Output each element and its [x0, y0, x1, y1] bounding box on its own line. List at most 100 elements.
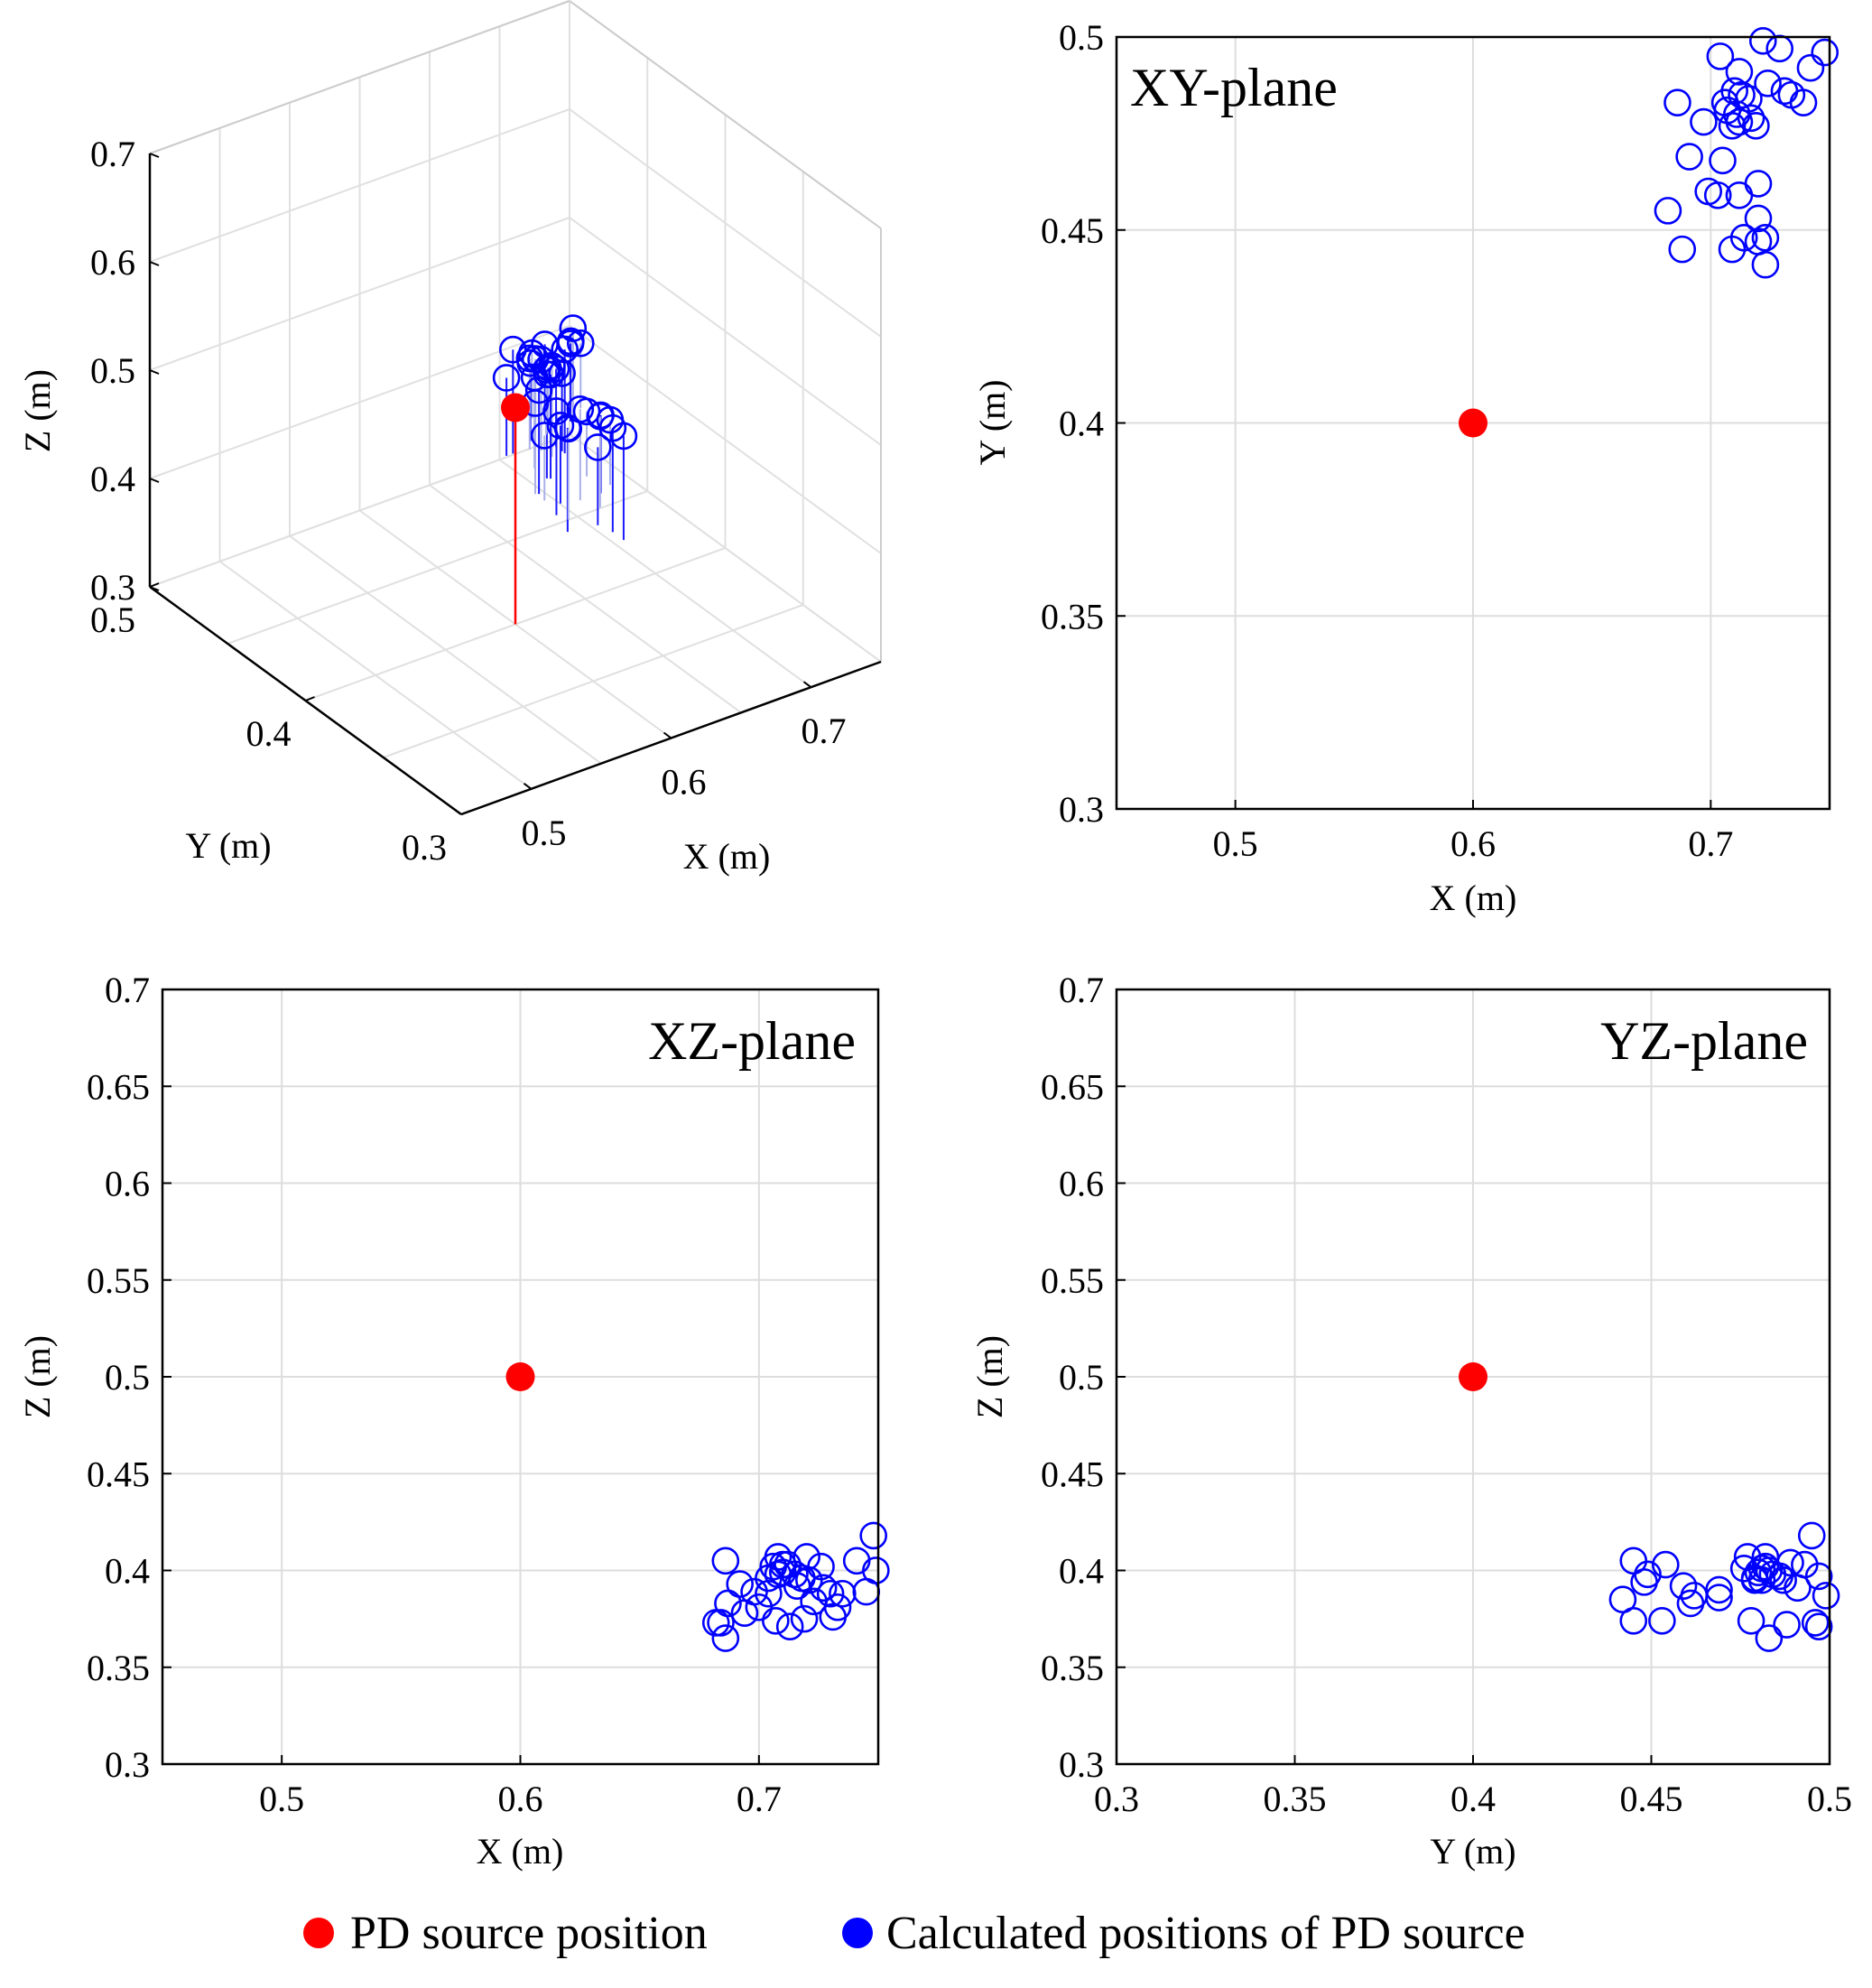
- xz-ytick-label-0: 0.3: [105, 1744, 150, 1785]
- xy-calc-point-12: [1690, 107, 1718, 136]
- box3d-edge-topback: [149, 0, 570, 154]
- xy-calc-point-6: [1796, 53, 1825, 82]
- xz-calc-point-35: [795, 1565, 823, 1594]
- xz-calc-point-22: [730, 1599, 759, 1627]
- grid3d-backwall-z-2: [149, 217, 570, 371]
- xz-xtick-label-2: 0.7: [737, 1779, 782, 1819]
- grid3d-sidewall-z-3: [569, 108, 882, 338]
- xz-ytick-label-6: 0.6: [105, 1164, 150, 1204]
- xy-calc-point-26: [1718, 235, 1747, 264]
- plane-title-xy: XY-plane: [1130, 58, 1338, 117]
- grid-3d: [148, 0, 882, 816]
- box3d-edge-topside: [569, 0, 882, 229]
- z3d-tick-label-4: 0.7: [90, 134, 135, 174]
- tick-labels-xz: 0.5 0.6 0.7 0.3 0.35 0.4 0.45 0.5 0.55 0.6 0.65 0.7: [87, 970, 782, 1819]
- grid-xz: [162, 989, 878, 1765]
- xy-calc-point-14: [1675, 143, 1703, 171]
- z3d-tick-label-2: 0.5: [90, 350, 135, 391]
- xy-xtick-label-2: 0.7: [1688, 823, 1733, 864]
- yz-ytick-label-8: 0.7: [1059, 970, 1104, 1010]
- yz-ytick-label-1: 0.35: [1041, 1648, 1104, 1688]
- xy-calc-point-24: [1751, 223, 1780, 252]
- calc3d-point-35: [609, 422, 638, 451]
- markers-xz: [505, 1362, 890, 1652]
- yz-calc-point-21: [1797, 1521, 1826, 1550]
- markers-3d: [492, 314, 638, 461]
- xz-calc-point-1: [726, 1570, 754, 1598]
- yz-calc-point-24: [1812, 1582, 1840, 1610]
- xz-calc-point-26: [711, 1624, 740, 1652]
- plot-3d: 0.50.60.70.30.40.50.30.40.50.60.7 X (m) …: [17, 0, 882, 877]
- xy-ytick-label-3: 0.45: [1041, 210, 1104, 251]
- yz-ytick-label-2: 0.4: [1059, 1551, 1104, 1592]
- axis3d-ztick-1: [149, 478, 160, 483]
- xy-calc-point-17: [1744, 170, 1773, 198]
- source3d-point: [501, 393, 530, 423]
- plot-xy-plane: 0.5 0.6 0.7 0.3 0.35 0.4 0.45 0.5 XY-plane X (m…: [972, 17, 1840, 918]
- xy-calc-point-13: [1663, 88, 1691, 116]
- xz-calc-point-9: [816, 1579, 845, 1608]
- y-axis-label-xy: Y (m): [972, 379, 1013, 465]
- xz-ytick-label-8: 0.7: [105, 970, 150, 1010]
- tick-labels-3d: 0.50.60.70.30.40.50.30.40.50.60.7: [90, 134, 847, 868]
- calc3d-point-18: [515, 344, 544, 373]
- axis3d-xtick-0: [523, 783, 533, 790]
- calc3d-point-32: [596, 405, 625, 434]
- x-axis-label-xy: X (m): [1430, 878, 1517, 918]
- xz-calc-point-21: [745, 1593, 774, 1621]
- yz-xtick-label-4: 0.5: [1807, 1779, 1852, 1819]
- xy-calc-point-8: [1770, 77, 1799, 106]
- yz-calc-point-10: [1705, 1575, 1733, 1604]
- axis3d-ytick-0: [460, 810, 471, 815]
- xz-calc-point-0: [711, 1547, 740, 1575]
- tick-labels-xy: 0.5 0.6 0.7 0.3 0.35 0.4 0.45 0.5: [1041, 17, 1733, 864]
- xz-ytick-label-3: 0.45: [87, 1454, 150, 1494]
- xy-calc-point-31: [1728, 80, 1756, 109]
- grid3d-floor-y-3: [227, 490, 648, 645]
- xz-source-point: [505, 1362, 535, 1391]
- xz-calc-point-12: [859, 1521, 888, 1550]
- xy-calc-point-5: [1811, 38, 1840, 67]
- xz-calc-point-14: [852, 1577, 881, 1606]
- yz-calc-point-11: [1705, 1584, 1733, 1612]
- axes-box-yz: [1115, 988, 1831, 1766]
- x-axis-label-xz: X (m): [477, 1831, 564, 1872]
- xy-calc-point-3: [1765, 34, 1793, 63]
- xz-calc-point-34: [768, 1558, 797, 1586]
- xz-calc-point-18: [775, 1612, 804, 1641]
- grid3d-backwall-z-3: [149, 108, 570, 263]
- grid3d-floor-y-1: [383, 604, 804, 758]
- plane-title-yz: YZ-plane: [1600, 1011, 1808, 1071]
- axes-box-xy: [1115, 35, 1831, 811]
- calc3d-point-9: [556, 330, 585, 358]
- axis3d-ztick-0: [149, 586, 160, 591]
- yz-calc-point-9: [1680, 1582, 1709, 1610]
- axis3d-ztick-4: [149, 153, 160, 158]
- tick-labels-yz: 0.3 0.35 0.4 0.45 0.5 0.3 0.35 0.4 0.45 0.5 0.55 0.…: [1041, 970, 1852, 1819]
- axis3d-ztick-3: [149, 261, 160, 266]
- axis3d-ytick-2: [149, 582, 160, 588]
- yz-xtick-label-1: 0.35: [1264, 1779, 1327, 1819]
- xy-calc-point-15: [1709, 146, 1737, 175]
- y3d-tick-label-1: 0.4: [246, 713, 292, 754]
- z3d-tick-label-3: 0.6: [90, 242, 135, 283]
- plot-yz-plane: 0.3 0.35 0.4 0.45 0.5 0.3 0.35 0.4 0.45 0.5 0.55 0.…: [969, 970, 1852, 1872]
- yz-calc-point-16: [1737, 1606, 1765, 1635]
- xz-calc-point-7: [792, 1543, 821, 1571]
- legend-source-label: PD source position: [350, 1908, 708, 1959]
- yz-xtick-label-2: 0.4: [1450, 1779, 1496, 1819]
- yz-source-point: [1459, 1362, 1487, 1391]
- yz-ytick-label-6: 0.6: [1059, 1164, 1104, 1204]
- xz-calc-point-29: [809, 1574, 838, 1602]
- xy-xtick-label-0: 0.5: [1213, 823, 1258, 864]
- y-axis-label-xz: Z (m): [17, 1335, 58, 1418]
- xy-calc-point-32: [1737, 104, 1765, 133]
- xy-calc-point-1: [1725, 58, 1754, 86]
- axes-box-xz: [161, 988, 880, 1766]
- xy-xtick-label-1: 0.6: [1450, 823, 1496, 864]
- xz-ytick-label-5: 0.55: [87, 1260, 150, 1301]
- yz-calc-point-6: [1648, 1606, 1676, 1635]
- y-axis-label-3d: Y (m): [185, 825, 271, 866]
- xy-source-point: [1459, 408, 1487, 438]
